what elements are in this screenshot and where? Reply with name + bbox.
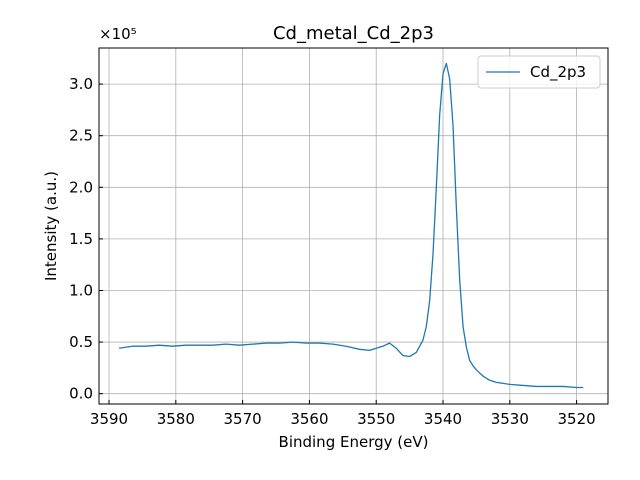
y-axis-label: Intensity (a.u.) <box>42 171 60 281</box>
y-tick-label: 2.5 <box>69 127 93 145</box>
y-multiplier-label: ×10⁵ <box>99 25 137 43</box>
y-tick-label: 0.0 <box>69 385 93 403</box>
plot-frame <box>98 47 609 405</box>
legend-box <box>477 55 601 89</box>
x-tick-label: 3520 <box>558 410 596 428</box>
y-tick-label: 0.5 <box>69 333 93 351</box>
x-tick-label: 3550 <box>357 410 395 428</box>
x-tick-label: 3530 <box>491 410 529 428</box>
y-tick-label: 1.5 <box>69 230 93 248</box>
x-tick-label: 3570 <box>224 410 262 428</box>
series-line-Cd_2p3 <box>118 62 584 389</box>
x-tick-label: 3540 <box>424 410 462 428</box>
y-tick-label: 1.0 <box>69 281 93 299</box>
chart-title: Cd_metal_Cd_2p3 <box>273 23 434 44</box>
ticks: 3590 3580 3570 3560 3550 3540 3530 3520 0.0 0.5 1.… <box>69 75 596 428</box>
y-tick-label: 2.0 <box>69 178 93 196</box>
x-tick-label: 3590 <box>90 410 128 428</box>
x-tick-label: 3560 <box>290 410 328 428</box>
legend-entry-label: Cd_2p3 <box>530 63 586 82</box>
y-tick-label: 3.0 <box>69 75 93 93</box>
series-layer <box>118 62 584 389</box>
x-tick-label: 3580 <box>157 410 195 428</box>
legend: Cd_2p3 <box>477 55 601 89</box>
x-axis-label: Binding Energy (eV) <box>279 433 429 451</box>
grid <box>99 48 608 404</box>
